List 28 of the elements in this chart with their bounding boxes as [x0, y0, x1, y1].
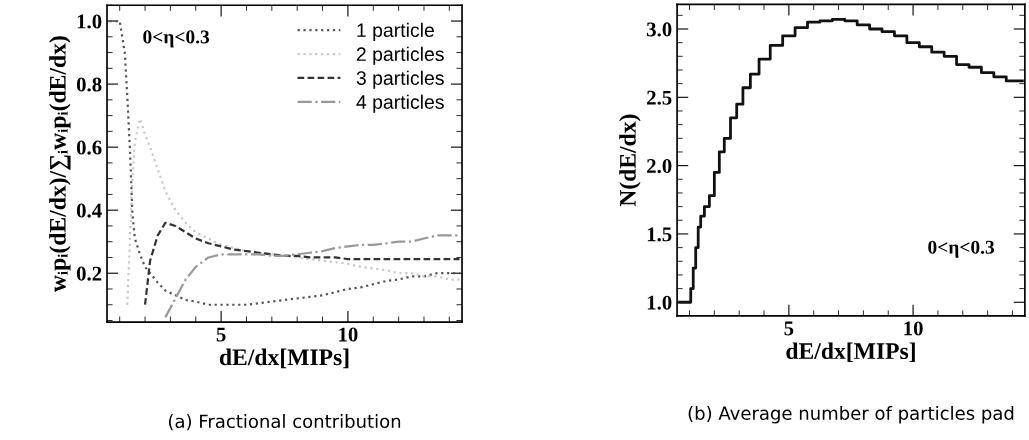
y-tick-label: 0.2 — [76, 266, 102, 281]
y-tick-label: 1.0 — [77, 14, 102, 29]
text: (a) Fractional contribution — [168, 414, 401, 431]
y-axis-title: N(dE/dx) — [619, 114, 641, 207]
legend-label: 4 particles — [356, 94, 444, 113]
x-tick-label: 5 — [216, 327, 226, 342]
y-tick-label: 3.0 — [646, 22, 672, 37]
y-tick-label: 2.0 — [647, 159, 672, 174]
y-tick-label: 2.5 — [647, 90, 672, 105]
x-tick-label: 5 — [784, 321, 794, 336]
line-series — [143, 221, 461, 306]
y-tick-label: 1.5 — [647, 227, 672, 242]
legend-label: 3 particles — [356, 70, 444, 89]
y-tick-label: 0.6 — [76, 140, 102, 155]
y-axis-title: wᵢpᵢ(dE/dx)/∑ᵢwᵢpᵢ(dE/dx) — [49, 36, 71, 293]
x-axis-title: dE/dx[MIPs] — [786, 342, 915, 362]
annotation: 0<η<0.3 — [143, 30, 210, 48]
annotation: 0<η<0.3 — [928, 240, 995, 258]
legend-label: 2 particles — [356, 46, 444, 65]
x-axis-title: dE/dx[MIPs] — [219, 348, 349, 369]
x-tick-label: 10 — [339, 327, 358, 342]
y-tick-label: 0.4 — [76, 203, 102, 218]
legend-label: 1 particle — [357, 22, 434, 41]
x-tick-label: 10 — [904, 321, 923, 336]
y-tick-label: 0.8 — [76, 77, 102, 92]
line-series — [126, 117, 461, 306]
text: (b) Average number of particles pad — [688, 406, 1014, 424]
y-tick-label: 1.0 — [647, 295, 672, 310]
